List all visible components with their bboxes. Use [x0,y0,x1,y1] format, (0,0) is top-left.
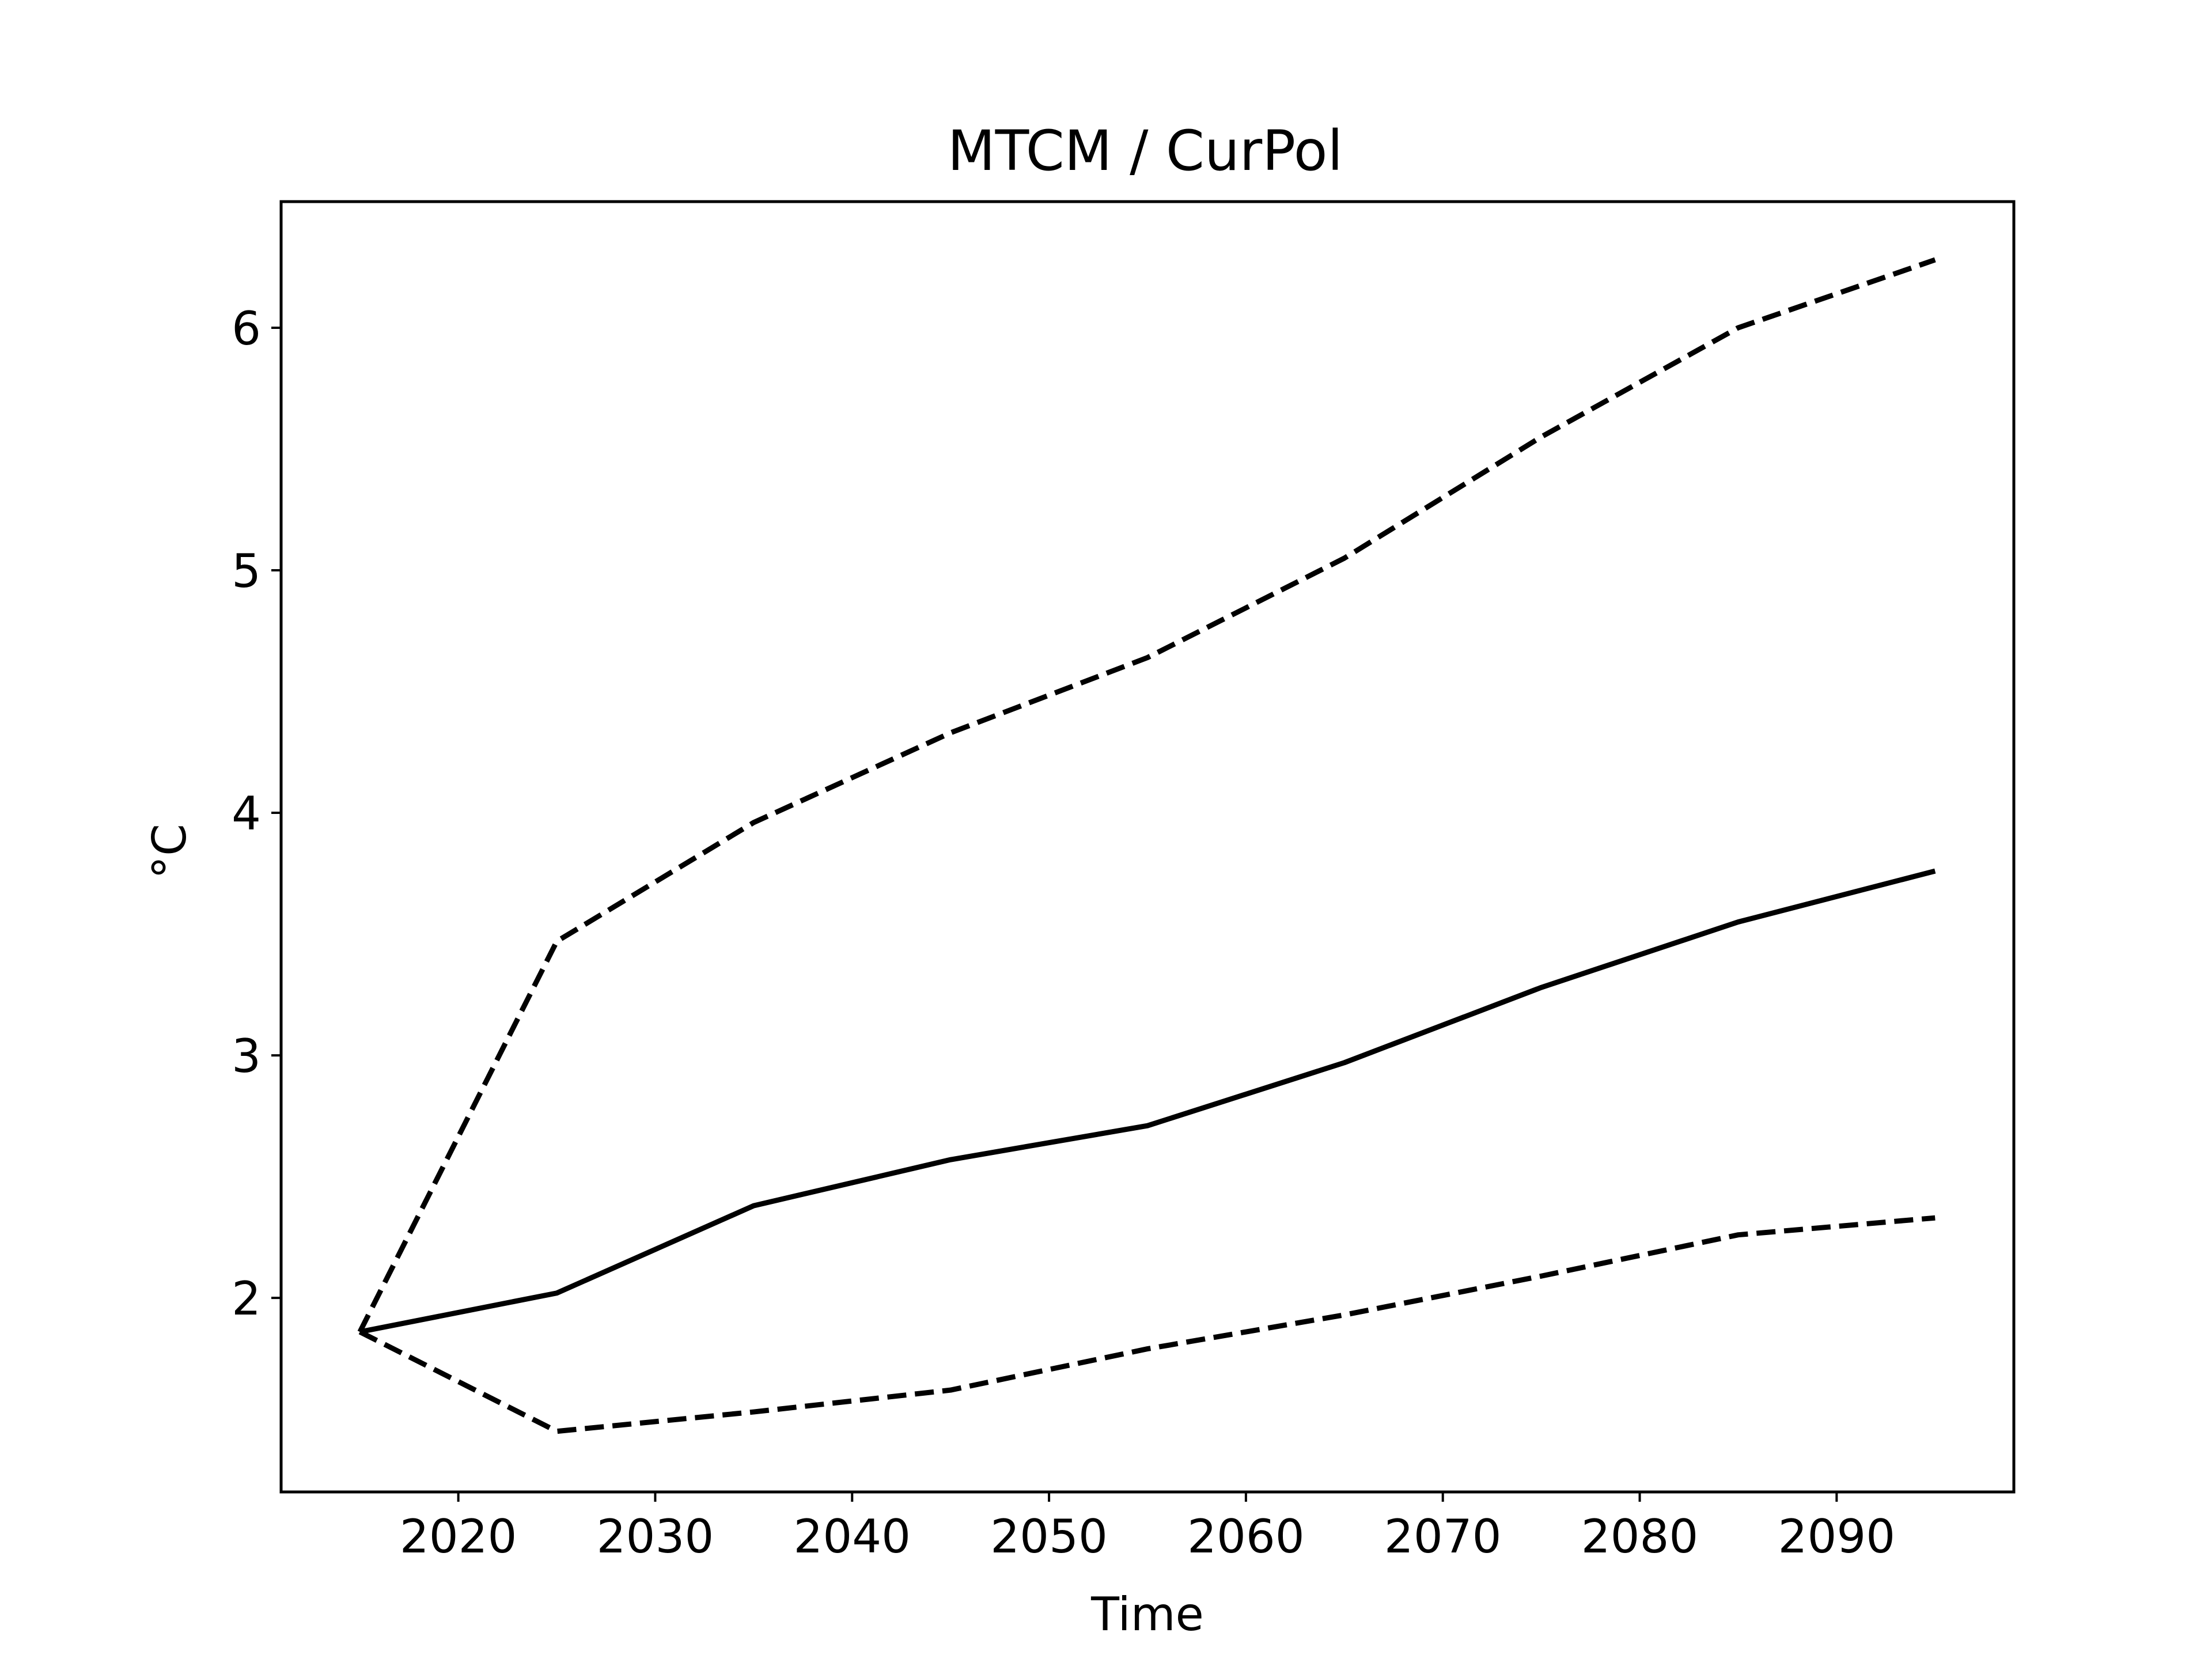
x-tick-label: 2090 [1778,1510,1896,1563]
x-tick-label: 2020 [400,1510,517,1563]
y-tick-label: 6 [232,302,261,355]
y-axis: 2 3 4 5 6 [232,302,281,1325]
y-tick-label: 3 [232,1029,261,1083]
chart-title: MTCM / CurPol [948,119,1343,183]
plot-lines [357,257,1936,1434]
plot-frame [279,200,2016,1494]
dashed-series-line-2 [357,257,1936,1334]
x-tick-label: 2070 [1384,1510,1502,1563]
x-tick-label: 2040 [793,1510,911,1563]
y-tick-label: 2 [232,1272,261,1325]
x-axis: 2020 2030 2040 2050 2060 2070 2080 2090 [400,1492,1895,1563]
solid-series-line-1 [359,868,1936,1335]
x-tick-label: 2050 [990,1510,1108,1563]
x-axis-label: Time [1090,1588,1204,1641]
dashed-series-line-3 [358,1215,1936,1434]
x-tick-label: 2060 [1187,1510,1305,1563]
x-tick-label: 2030 [597,1510,714,1563]
x-tick-label: 2080 [1581,1510,1699,1563]
y-tick-label: 4 [232,787,261,840]
y-axis-label: °C [143,824,196,879]
y-tick-label: 5 [232,544,261,598]
